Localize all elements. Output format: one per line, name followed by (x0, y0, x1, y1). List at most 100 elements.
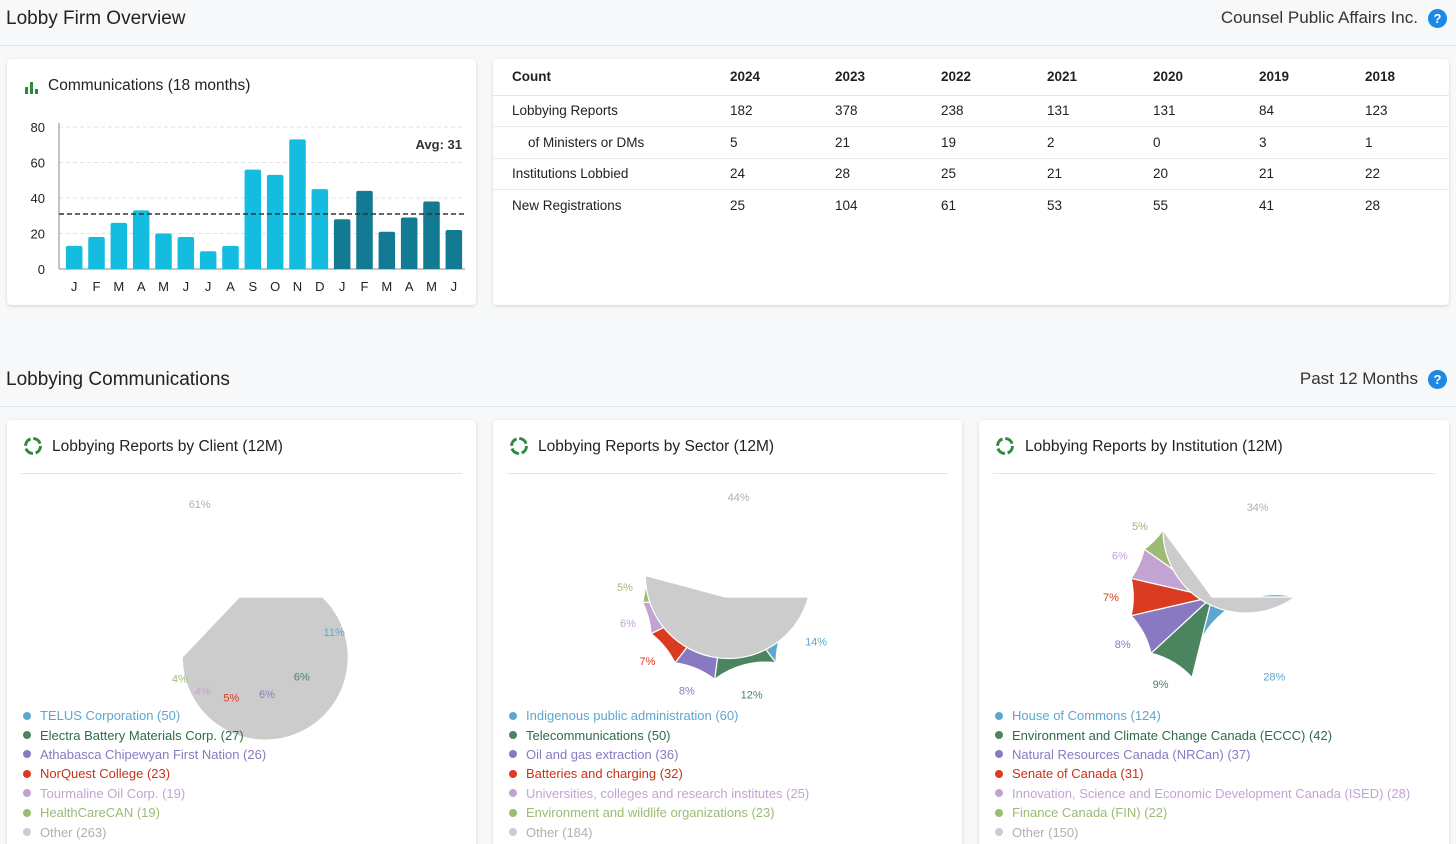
bar[interactable] (155, 233, 172, 270)
legend-item[interactable]: Environment and wildlife organizations (… (509, 803, 809, 822)
bar[interactable] (400, 217, 418, 269)
x-tick-label: J (183, 279, 190, 294)
table-cell: 61 (941, 198, 957, 213)
table-cell: 55 (1153, 198, 1169, 213)
table-cell: 1 (1346, 126, 1449, 159)
legend-item[interactable]: HealthCareCAN (19) (23, 803, 266, 822)
client-pie-chart: 11% 6% 6% 5% 4% 4% 61% (172, 499, 349, 741)
table-cell: 378 (816, 95, 922, 127)
bar[interactable] (199, 251, 217, 269)
legend-label: Other (184) (526, 824, 593, 840)
communications-section-header: Lobbying Communications Past 12 Months ? (0, 361, 1456, 407)
legend-item[interactable]: Innovation, Science and Economic Develop… (995, 784, 1410, 803)
sector-legend: Indigenous public administration (60) Tel… (509, 706, 809, 842)
legend-item[interactable]: NorQuest College (23) (23, 764, 266, 783)
bar[interactable] (65, 245, 83, 269)
bar[interactable] (423, 201, 440, 269)
table-cell: 131 (1028, 95, 1134, 127)
row-label: New Registrations (512, 198, 622, 213)
bar[interactable] (289, 139, 306, 269)
legend-label: Tourmaline Oil Corp. (19) (40, 785, 186, 801)
table-cell: 123 (1346, 95, 1449, 127)
table-cell: 22 (1346, 158, 1449, 190)
bar[interactable] (311, 189, 329, 269)
bar[interactable] (244, 169, 262, 269)
institution-pie-card: Lobbying Reports by Institution (12M) 28… (979, 420, 1449, 844)
legend-dot-icon (995, 808, 1003, 817)
bar[interactable] (333, 219, 351, 269)
help-icon[interactable]: ? (1428, 370, 1447, 389)
row-label: Lobbying Reports (493, 95, 711, 127)
bar[interactable] (266, 174, 284, 269)
bar[interactable] (177, 237, 195, 269)
slice-percent-label: 61% (189, 499, 211, 511)
pie-slice[interactable] (644, 574, 810, 660)
legend-dot-icon (509, 731, 517, 740)
x-tick-label: J (205, 279, 212, 294)
table-cell: 182 (711, 95, 816, 127)
slice-percent-label: 7% (639, 656, 655, 668)
y-tick-label: 40 (31, 191, 45, 206)
pie-slice[interactable] (181, 596, 349, 741)
slice-percent-label: 44% (728, 492, 750, 504)
slice-percent-label: 5% (1132, 521, 1148, 533)
row-label: of Ministers or DMs (493, 126, 711, 159)
slice-percent-label: 7% (1103, 592, 1119, 604)
column-header: 2020 (1134, 59, 1240, 96)
legend-dot-icon (23, 750, 31, 759)
legend-item[interactable]: Tourmaline Oil Corp. (19) (23, 784, 266, 803)
legend-item[interactable]: Oil and gas extraction (36) (509, 745, 809, 764)
bar[interactable] (378, 231, 396, 269)
slice-percent-label: 34% (1247, 502, 1269, 514)
legend-item[interactable]: Indigenous public administration (60) (509, 706, 809, 725)
legend-item[interactable]: Athabasca Chipewyan First Nation (26) (23, 745, 266, 764)
communications-title: Communications (18 months) (48, 77, 251, 94)
table-row: Lobbying Reports 182 378 238 131 131 84 123 (493, 95, 1449, 127)
slice-percent-label: 8% (679, 685, 695, 697)
legend-item[interactable]: Finance Canada (FIN) (22) (995, 803, 1410, 822)
bar[interactable] (132, 210, 150, 269)
slice-percent-label: 8% (1115, 639, 1131, 651)
table-cell: 25 (730, 198, 746, 213)
legend-item[interactable]: Environment and Climate Change Canada (E… (995, 725, 1410, 744)
legend-item[interactable]: Electra Battery Materials Corp. (27) (23, 725, 266, 744)
legend-dot-icon (23, 769, 31, 778)
table-cell: 2 (1028, 126, 1134, 159)
bar[interactable] (88, 237, 105, 269)
bar-chart-icon (25, 80, 39, 94)
legend-item[interactable]: Batteries and charging (32) (509, 764, 809, 783)
legend-item[interactable]: Other (184) (509, 822, 809, 841)
row-label: Institutions Lobbied (493, 158, 711, 190)
slice-percent-label: 6% (294, 672, 310, 684)
bar[interactable] (445, 229, 463, 269)
bar[interactable] (222, 245, 239, 269)
legend-item[interactable]: Other (263) (23, 822, 266, 841)
legend-label: House of Commons (124) (1012, 708, 1161, 724)
legend-label: Telecommunications (50) (526, 727, 671, 743)
legend-label: Athabasca Chipewyan First Nation (26) (40, 746, 267, 762)
table-cell: 19 (922, 126, 1028, 159)
legend-label: TELUS Corporation (50) (40, 708, 181, 724)
help-icon[interactable]: ? (1428, 9, 1447, 28)
bar[interactable] (110, 222, 128, 269)
legend-item[interactable]: Universities, colleges and research inst… (509, 784, 809, 803)
divider (21, 473, 462, 474)
bar[interactable] (356, 190, 373, 269)
legend-item[interactable]: Other (150) (995, 822, 1410, 841)
x-tick-label: M (381, 279, 392, 294)
sector-pie-card: Lobbying Reports by Sector (12M) 14% 12% 8… (493, 420, 962, 844)
legend-dot-icon (23, 808, 31, 817)
x-tick-label: J (71, 279, 78, 294)
x-tick-label: A (405, 279, 414, 294)
pie-slice[interactable] (1162, 528, 1297, 614)
legend-item[interactable]: Telecommunications (50) (509, 725, 809, 744)
sector-pie-chart: 14% 12% 8% 7% 6% 5% 44% (617, 492, 827, 702)
table-cell: 5 (711, 126, 816, 159)
legend-item[interactable]: Senate of Canada (31) (995, 764, 1410, 783)
legend-item[interactable]: Natural Resources Canada (NRCan) (37) (995, 745, 1410, 764)
legend-dot-icon (509, 711, 517, 720)
overview-header: Lobby Firm Overview Counsel Public Affai… (0, 0, 1456, 46)
legend-item[interactable]: House of Commons (124) (995, 706, 1410, 725)
table-cell: 28 (1365, 198, 1381, 213)
legend-item[interactable]: TELUS Corporation (50) (23, 706, 266, 725)
